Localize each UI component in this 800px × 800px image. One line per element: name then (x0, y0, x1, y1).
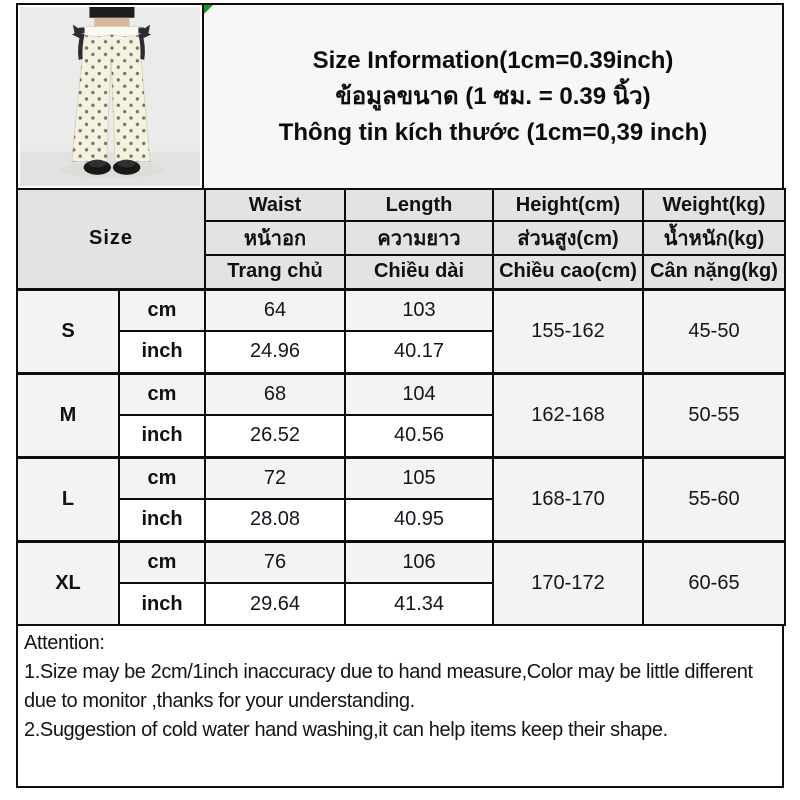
length-inch-l: 40.95 (344, 498, 494, 542)
col-header-length-en: Length (344, 188, 494, 222)
table-row: inch 29.64 41.34 (17, 582, 785, 626)
length-cm-xl: 106 (344, 539, 494, 584)
waist-inch-m: 26.52 (204, 414, 346, 458)
product-photo-cell (16, 3, 204, 190)
header-row-vietnamese: Trang chủ Chiều dài Chiều cao(cm) Cân nặ… (17, 254, 786, 290)
attention-box: Attention: 1.Size may be 2cm/1inch inacc… (16, 624, 784, 788)
table-row: inch 24.96 40.17 (17, 330, 785, 374)
size-label-l: L (16, 455, 120, 542)
col-header-weight-vi: Cân nặng(kg) (642, 254, 786, 290)
size-header-cell: Size (16, 188, 206, 290)
weight-range-s: 45-50 (642, 287, 786, 374)
title-cell: Size Information(1cm=0.39inch) ข้อมูลขนา… (204, 3, 784, 190)
col-header-waist-th: หน้าอก (204, 220, 346, 256)
weight-range-m: 50-55 (642, 371, 786, 458)
height-range-m: 162-168 (492, 371, 644, 458)
table-row: inch 26.52 40.56 (17, 414, 785, 458)
unit-cm: cm (118, 539, 206, 584)
unit-inch: inch (118, 582, 206, 626)
length-inch-xl: 41.34 (344, 582, 494, 626)
col-header-length-th: ความยาว (344, 220, 494, 256)
header-row-thai: หน้าอก ความยาว ส่วนสูง(cm) น้ำหนัก(kg) (17, 220, 786, 256)
col-header-weight-en: Weight(kg) (642, 188, 786, 222)
product-photo-pants (20, 7, 200, 186)
title-line-thai: ข้อมูลขนาด (1 ซม. = 0.39 นิ้ว) (335, 82, 651, 110)
table-row: XL cm 76 106 170-172 60-65 (16, 539, 786, 626)
col-header-height-en: Height(cm) (492, 188, 644, 222)
unit-inch: inch (118, 498, 206, 542)
waist-inch-s: 24.96 (204, 330, 346, 374)
unit-cm: cm (118, 371, 206, 416)
col-header-weight-th: น้ำหนัก(kg) (642, 220, 786, 256)
right-bow (138, 24, 152, 60)
title-line-english: Size Information(1cm=0.39inch) (312, 46, 674, 74)
height-range-xl: 170-172 (492, 539, 644, 626)
col-header-waist-en: Waist (204, 188, 346, 222)
attention-note-1: 1.Size may be 2cm/1inch inaccuracy due t… (24, 661, 753, 712)
size-label-m: M (16, 371, 120, 458)
col-header-height-vi: Chiều cao(cm) (492, 254, 644, 290)
weight-range-xl: 60-65 (642, 539, 786, 626)
unit-inch: inch (118, 414, 206, 458)
green-corner-marker (204, 5, 213, 14)
col-header-height-th: ส่วนสูง(cm) (492, 220, 644, 256)
table-row: M cm 68 104 162-168 50-55 (16, 371, 786, 458)
unit-cm: cm (118, 287, 206, 332)
left-bow (71, 24, 85, 60)
header-row-english: Size Waist Length Height(cm) Weight(kg) (16, 188, 786, 290)
length-cm-l: 105 (344, 455, 494, 500)
top-section: Size Information(1cm=0.39inch) ข้อมูลขนา… (16, 3, 784, 190)
waist-cm-s: 64 (204, 287, 346, 332)
unit-inch: inch (118, 330, 206, 374)
title-line-vietnamese: Thông tin kích thước (1cm=0,39 inch) (278, 118, 708, 146)
size-chart-sheet: Size Information(1cm=0.39inch) ข้อมูลขนา… (16, 3, 786, 788)
weight-range-l: 55-60 (642, 455, 786, 542)
table-row: L cm 72 105 168-170 55-60 (16, 455, 786, 542)
height-range-s: 155-162 (492, 287, 644, 374)
unit-cm: cm (118, 455, 206, 500)
size-label-s: S (16, 287, 120, 374)
size-table: Size Waist Length Height(cm) Weight(kg) … (16, 188, 786, 626)
length-inch-m: 40.56 (344, 414, 494, 458)
waist-cm-l: 72 (204, 455, 346, 500)
length-cm-s: 103 (344, 287, 494, 332)
height-range-l: 168-170 (492, 455, 644, 542)
length-cm-m: 104 (344, 371, 494, 416)
attention-note-2: 2.Suggestion of cold water hand washing,… (24, 719, 668, 741)
length-inch-s: 40.17 (344, 330, 494, 374)
waist-inch-l: 28.08 (204, 498, 346, 542)
col-header-length-vi: Chiều dài (344, 254, 494, 290)
waist-cm-xl: 76 (204, 539, 346, 584)
size-label-xl: XL (16, 539, 120, 626)
col-header-waist-vi: Trang chủ (204, 254, 346, 290)
attention-heading: Attention: (24, 632, 105, 654)
waist-cm-m: 68 (204, 371, 346, 416)
table-row: S cm 64 103 155-162 45-50 (16, 287, 786, 374)
waist-inch-xl: 29.64 (204, 582, 346, 626)
table-row: inch 28.08 40.95 (17, 498, 785, 542)
